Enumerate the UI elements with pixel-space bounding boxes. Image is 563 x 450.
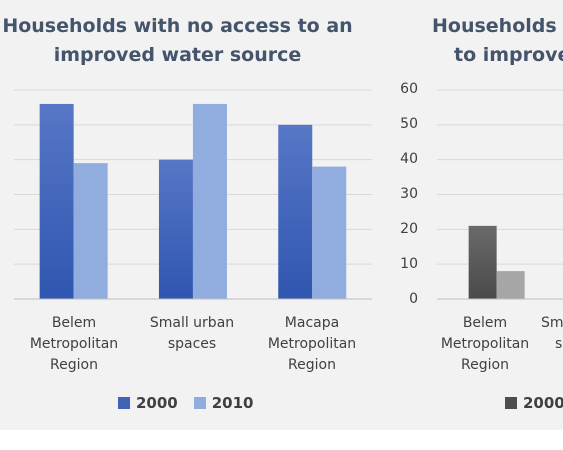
chart2-ytick-label: 30 <box>400 186 418 202</box>
chart1-category-label-line: Belem <box>51 315 97 331</box>
chart1-category-label-macapa: Macapa Metropolitan Region <box>252 313 372 376</box>
legend-swatch-2010 <box>193 397 206 409</box>
legend-label-2010: 2010 <box>211 394 254 412</box>
chart-canvas: Households with no access to an improved… <box>0 0 563 430</box>
chart1-category-label-line: Metropolitan <box>267 336 357 352</box>
chart2-legend: 2000 <box>505 394 563 412</box>
chart2-category-label-small: Sm s <box>541 313 563 355</box>
bar-chart1-series-2-cat-2 <box>192 103 227 299</box>
bar-chart1-series-2-cat-1 <box>73 163 108 299</box>
chart2-title-line1: Households w <box>432 15 563 37</box>
chart2-ytick-label: 10 <box>400 256 418 272</box>
bar-chart1-series-1-cat-2 <box>158 159 193 299</box>
chart2-ytick-label: 50 <box>400 116 418 132</box>
chart2-category-label-line: Belem <box>462 315 508 331</box>
chart1-category-label-small-urban: Small urban spaces <box>132 313 252 355</box>
bar-chart2-series-1-cat-1 <box>468 225 497 299</box>
chart-svg <box>14 89 563 300</box>
chart2-category-label-line: s <box>555 336 563 352</box>
chart1-category-label-belem: Belem Metropolitan Region <box>14 313 134 376</box>
chart2-category-label-line: Metropolitan <box>440 336 530 352</box>
bar-chart1-series-1-cat-3 <box>278 124 313 299</box>
bar-chart1-series-2-cat-3 <box>312 166 347 299</box>
bar-chart2-series-2-cat-1 <box>496 271 525 299</box>
chart2-title-line2: to improve <box>454 44 563 66</box>
chart1-category-label-line: spaces <box>167 336 217 352</box>
legend-item-2000: 2000 <box>118 394 178 412</box>
chart2-ytick-label: 20 <box>400 221 418 237</box>
chart1-category-label-line: Macapa <box>284 315 340 331</box>
chart1-legend: 2000 2010 <box>118 394 270 412</box>
bar-chart1-series-1-cat-1 <box>39 103 74 299</box>
chart2-legend-label-2000: 2000 <box>523 394 563 412</box>
chart1-title-line1: Households with no access to an <box>2 15 353 37</box>
chart1-category-label-line: Region <box>50 357 98 373</box>
chart1-title-line2: improved water source <box>53 44 302 66</box>
chart1-category-label-line: Metropolitan <box>29 336 119 352</box>
chart2-legend-item-2000: 2000 <box>505 394 563 412</box>
chart1-title: Households with no access to an improved… <box>0 12 355 70</box>
chart1-category-label-line: Small urban <box>149 315 235 331</box>
legend-item-2010: 2010 <box>193 394 254 412</box>
chart1-category-label-line: Region <box>288 357 336 373</box>
chart2-category-label-line: Region <box>461 357 509 373</box>
chart2-ytick-label: 60 <box>400 81 418 97</box>
chart2-legend-swatch-2000 <box>505 397 517 409</box>
chart2-ytick-label: 0 <box>409 291 418 307</box>
legend-label-2000: 2000 <box>136 394 178 412</box>
legend-swatch-2000 <box>118 397 130 409</box>
chart2-title: Households w to improve <box>432 12 563 70</box>
chart2-category-label-belem: Belem Metropolitan Region <box>425 313 545 376</box>
chart2-category-label-line: Sm <box>541 315 563 331</box>
chart2-ytick-label: 40 <box>400 151 418 167</box>
